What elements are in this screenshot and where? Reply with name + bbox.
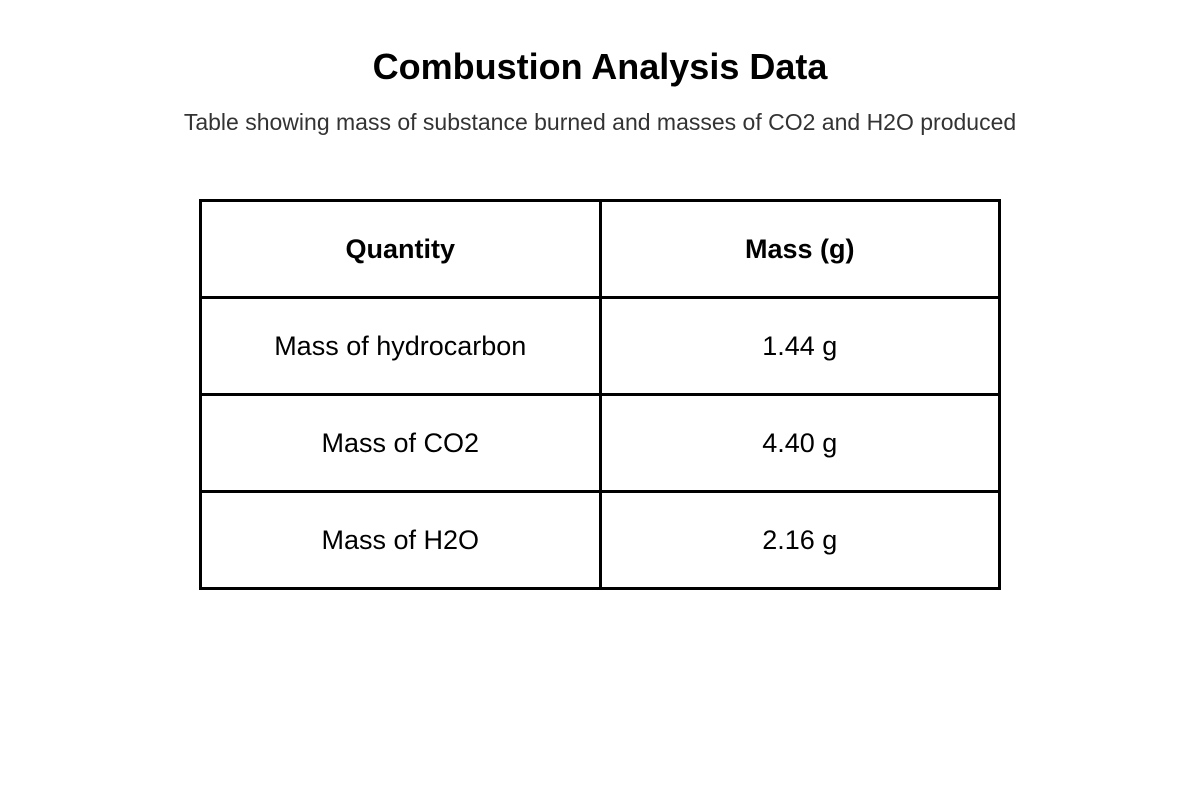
page-subtitle: Table showing mass of substance burned a… xyxy=(183,109,1017,135)
cell-mass: 1.44 g xyxy=(598,296,1001,396)
cell-mass: 2.16 g xyxy=(598,490,1001,590)
header-quantity: Quantity xyxy=(199,199,602,299)
cell-mass: 4.40 g xyxy=(598,393,1001,493)
header-row: Quantity Mass (g) xyxy=(199,199,1001,299)
table-body: Mass of hydrocarbon 1.44 g Mass of CO2 4… xyxy=(199,296,1001,590)
table-header: Quantity Mass (g) xyxy=(199,199,1001,299)
table-row: Mass of H2O 2.16 g xyxy=(199,490,1001,590)
cell-quantity: Mass of CO2 xyxy=(199,393,602,493)
table-row: Mass of hydrocarbon 1.44 g xyxy=(199,296,1001,396)
table-row: Mass of CO2 4.40 g xyxy=(199,393,1001,493)
header-mass: Mass (g) xyxy=(598,199,1001,299)
page-title: Combustion Analysis Data xyxy=(372,46,828,87)
combustion-data-table: Quantity Mass (g) Mass of hydrocarbon 1.… xyxy=(199,199,1001,590)
cell-quantity: Mass of hydrocarbon xyxy=(199,296,602,396)
cell-quantity: Mass of H2O xyxy=(199,490,602,590)
